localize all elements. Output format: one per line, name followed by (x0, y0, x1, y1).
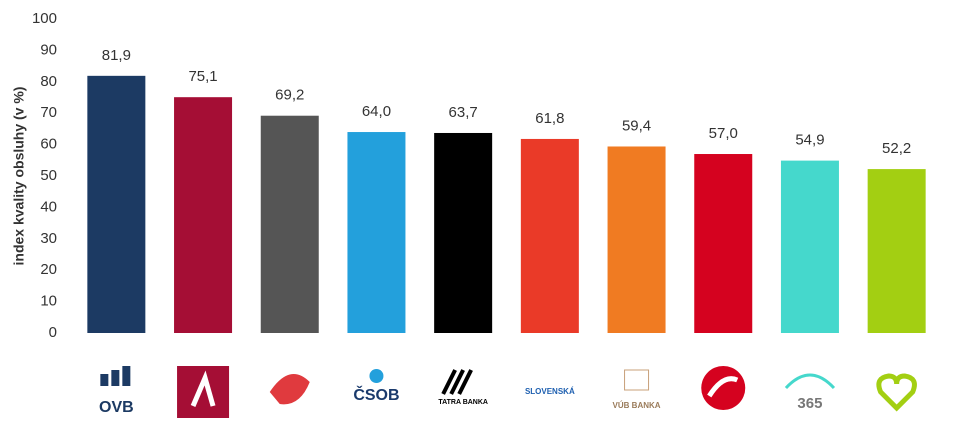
bar (520, 138, 579, 333)
value-label: 54,9 (795, 132, 824, 149)
y-axis-label: index kvality obsluhy (v %) (11, 87, 27, 266)
y-tick-label: 30 (40, 230, 57, 247)
logo-shape (369, 369, 384, 383)
bar (347, 132, 406, 333)
value-label: 59,4 (622, 117, 651, 134)
bar (607, 146, 666, 333)
x-tick-label: 365 (797, 395, 822, 412)
logo-shape (784, 373, 836, 390)
y-tick-label: 90 (40, 41, 57, 58)
y-tick-label: 100 (32, 10, 57, 27)
y-tick-label: 40 (40, 198, 57, 215)
x-tick-label: SLOVENSKÁ (525, 387, 575, 396)
logo-shape (100, 374, 109, 386)
logo-shape (624, 369, 650, 391)
logo-shape (269, 374, 310, 405)
y-tick-label: 10 (40, 293, 57, 310)
logo-shape (707, 376, 739, 398)
logo-shape (449, 369, 465, 395)
y-tick-label: 50 (40, 167, 57, 184)
y-tick-label: 20 (40, 261, 57, 278)
value-label: 64,0 (362, 103, 391, 120)
value-label: 57,0 (709, 125, 738, 142)
logo-shape (190, 370, 216, 407)
y-tick-label: 80 (40, 73, 57, 90)
logo-shape (122, 366, 131, 386)
value-label: 63,7 (449, 104, 478, 121)
logo-shape (701, 366, 746, 410)
bar (780, 160, 839, 333)
logo-shape (876, 373, 917, 412)
y-tick-label: 0 (49, 324, 57, 341)
x-tick-label: TATRA BANKA (438, 399, 488, 406)
value-label: 69,2 (275, 87, 304, 104)
y-tick-label: 70 (40, 104, 57, 121)
value-label: 61,8 (535, 110, 564, 127)
bar (694, 154, 753, 333)
bar (434, 132, 493, 333)
logo-shape (111, 370, 120, 386)
value-label: 75,1 (188, 68, 217, 85)
bar (867, 169, 926, 333)
bar (87, 75, 146, 334)
logo-shape (441, 369, 457, 395)
logo-shape (177, 366, 230, 418)
x-tick-label: OVB (99, 399, 134, 416)
x-tick-label: ČSOB (353, 385, 399, 404)
bar (174, 97, 233, 333)
x-tick-label: VÚB BANKA (613, 401, 661, 410)
y-tick-label: 60 (40, 136, 57, 153)
logo-shape (457, 369, 473, 395)
value-label: 81,9 (102, 47, 131, 64)
value-label: 52,2 (882, 140, 911, 157)
bar (260, 115, 319, 333)
